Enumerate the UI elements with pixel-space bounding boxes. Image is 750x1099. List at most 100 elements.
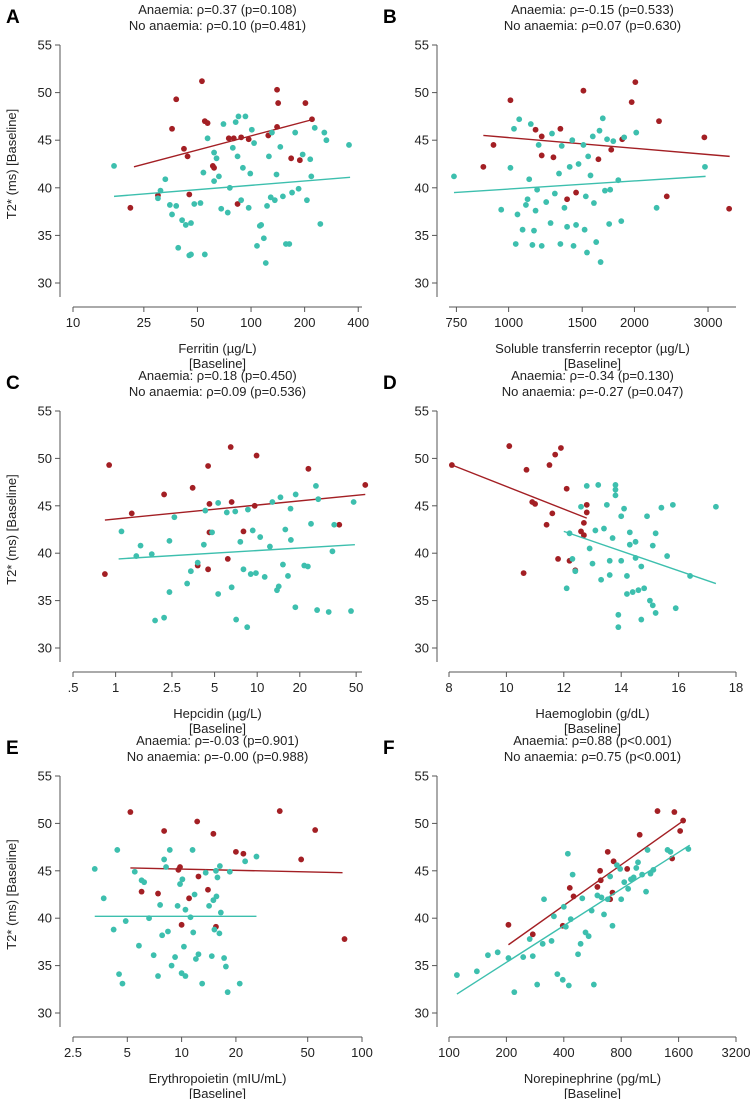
y-tick-label: 50 xyxy=(415,451,429,466)
data-point xyxy=(299,151,306,158)
series-anaemia xyxy=(127,78,315,211)
data-point xyxy=(114,847,121,853)
data-point xyxy=(224,209,231,216)
data-point xyxy=(137,542,144,549)
data-point xyxy=(618,557,625,564)
data-point xyxy=(618,513,625,520)
data-point xyxy=(182,973,189,979)
data-point xyxy=(589,133,596,140)
chart-title-line: No anaemia: ρ=-0.00 (p=0.988) xyxy=(127,749,309,764)
series-anaemia xyxy=(505,808,687,946)
chart-title-line: No anaemia: ρ=-0.27 (p=0.047) xyxy=(502,384,684,399)
data-point xyxy=(633,129,640,136)
data-point xyxy=(713,503,719,510)
data-point xyxy=(632,79,639,86)
x-tick-label: 1500 xyxy=(568,315,597,330)
y-tick-label: 55 xyxy=(38,769,52,784)
data-point xyxy=(555,555,561,562)
data-point xyxy=(200,169,207,176)
regression-line xyxy=(453,175,706,194)
data-point xyxy=(601,911,607,918)
data-point xyxy=(277,143,284,150)
data-point xyxy=(507,164,514,171)
data-point xyxy=(222,963,229,970)
x-axis-label: Norepinephrine (pg/mL) xyxy=(524,1071,661,1086)
data-point xyxy=(663,193,670,200)
panel-letter: C xyxy=(6,373,20,394)
data-point xyxy=(535,142,542,148)
x-tick-label: 16 xyxy=(671,680,685,695)
data-point xyxy=(288,155,295,162)
y-tick-label: 50 xyxy=(38,816,52,831)
panel-letter: F xyxy=(383,738,395,759)
data-point xyxy=(520,570,527,577)
data-point xyxy=(199,980,206,987)
data-point xyxy=(534,186,541,193)
data-point xyxy=(671,809,678,815)
data-point xyxy=(583,509,590,516)
data-point xyxy=(590,981,597,988)
data-point xyxy=(280,561,286,568)
data-point xyxy=(329,548,336,555)
x-tick-label: 400 xyxy=(553,1045,575,1060)
data-point xyxy=(597,259,604,265)
data-point xyxy=(653,204,660,211)
data-point xyxy=(570,242,577,249)
data-point xyxy=(573,189,579,196)
data-point xyxy=(119,980,126,987)
data-point xyxy=(254,242,260,249)
data-point xyxy=(592,527,599,534)
x-axis-label: [Baseline] xyxy=(564,1086,621,1099)
y-tick-label: 35 xyxy=(38,228,52,243)
data-point xyxy=(286,241,293,247)
chart-title-line: Anaemia: ρ=-0.15 (p=0.533) xyxy=(511,2,674,17)
data-point xyxy=(507,97,514,104)
data-point xyxy=(633,865,640,871)
data-point xyxy=(213,867,219,874)
data-point xyxy=(580,142,587,148)
data-point xyxy=(200,541,207,548)
x-tick-label: 20 xyxy=(293,680,307,695)
data-point xyxy=(543,521,550,528)
data-point xyxy=(566,530,573,537)
y-tick-label: 40 xyxy=(415,180,429,195)
chart-title-line: No anaemia: ρ=0.09 (p=0.536) xyxy=(129,384,306,399)
data-point xyxy=(197,200,204,206)
data-point xyxy=(543,199,550,205)
data-point xyxy=(287,537,294,543)
data-point xyxy=(612,482,619,488)
data-point xyxy=(558,445,564,451)
data-point xyxy=(138,888,145,895)
data-point xyxy=(563,585,570,592)
x-tick-label: 10 xyxy=(499,680,513,695)
data-point xyxy=(248,126,255,133)
x-tick-label: 750 xyxy=(446,315,468,330)
data-point xyxy=(490,142,497,148)
data-point xyxy=(150,952,157,959)
x-axis-label: Ferritin (µg/L) xyxy=(178,341,256,356)
regression-line xyxy=(483,134,730,158)
data-point xyxy=(194,559,201,566)
y-tick-label: 30 xyxy=(415,1006,429,1021)
data-point xyxy=(336,521,343,528)
x-tick-label: 1000 xyxy=(494,315,523,330)
data-point xyxy=(141,879,148,886)
data-point xyxy=(532,207,539,214)
data-point xyxy=(166,847,173,853)
data-point xyxy=(564,223,570,230)
data-point xyxy=(317,221,324,227)
data-point xyxy=(594,884,601,890)
data-point xyxy=(162,176,169,183)
data-point xyxy=(505,921,512,928)
data-point xyxy=(230,135,237,142)
x-axis-label: [Baseline] xyxy=(189,721,246,736)
data-point xyxy=(615,611,622,618)
data-point xyxy=(152,617,158,624)
data-point xyxy=(485,952,491,959)
data-point xyxy=(267,543,273,550)
data-point xyxy=(224,989,231,996)
data-point xyxy=(304,563,311,570)
data-point xyxy=(511,125,517,132)
data-point xyxy=(321,129,328,136)
data-point xyxy=(232,508,239,515)
